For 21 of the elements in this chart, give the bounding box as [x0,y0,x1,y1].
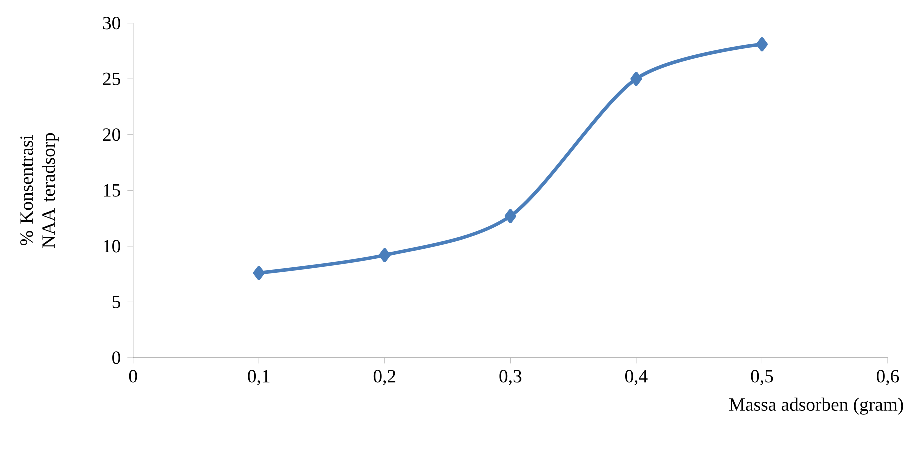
y-tick-label: 10 [104,240,120,253]
x-tick-label: 0,1 [248,370,270,386]
y-axis-title: % Konsentrasi NAA teradsorp [20,133,59,248]
y-tick-label: 15 [104,184,120,197]
point [504,209,516,224]
point [379,248,391,262]
y-tick-label: 0 [112,352,120,364]
x-tick-label: 0,5 [751,370,774,386]
x-tick-label: 0,2 [374,370,396,386]
point [253,266,265,280]
x-axis-title: Massa adsorben (gram) [729,398,904,415]
point [756,37,768,52]
x-tick-label: 0,6 [877,370,900,386]
point [630,72,642,86]
y-tick-label: 5 [112,296,120,308]
x-tick-label: 0 [129,370,138,383]
y-tick-label: 30 [103,17,120,30]
x-tick-label: 0,3 [500,370,522,386]
y-tick-label: 25 [103,72,120,86]
y-tick-label: 20 [103,128,120,142]
x-tick-label: 0,4 [625,370,648,386]
